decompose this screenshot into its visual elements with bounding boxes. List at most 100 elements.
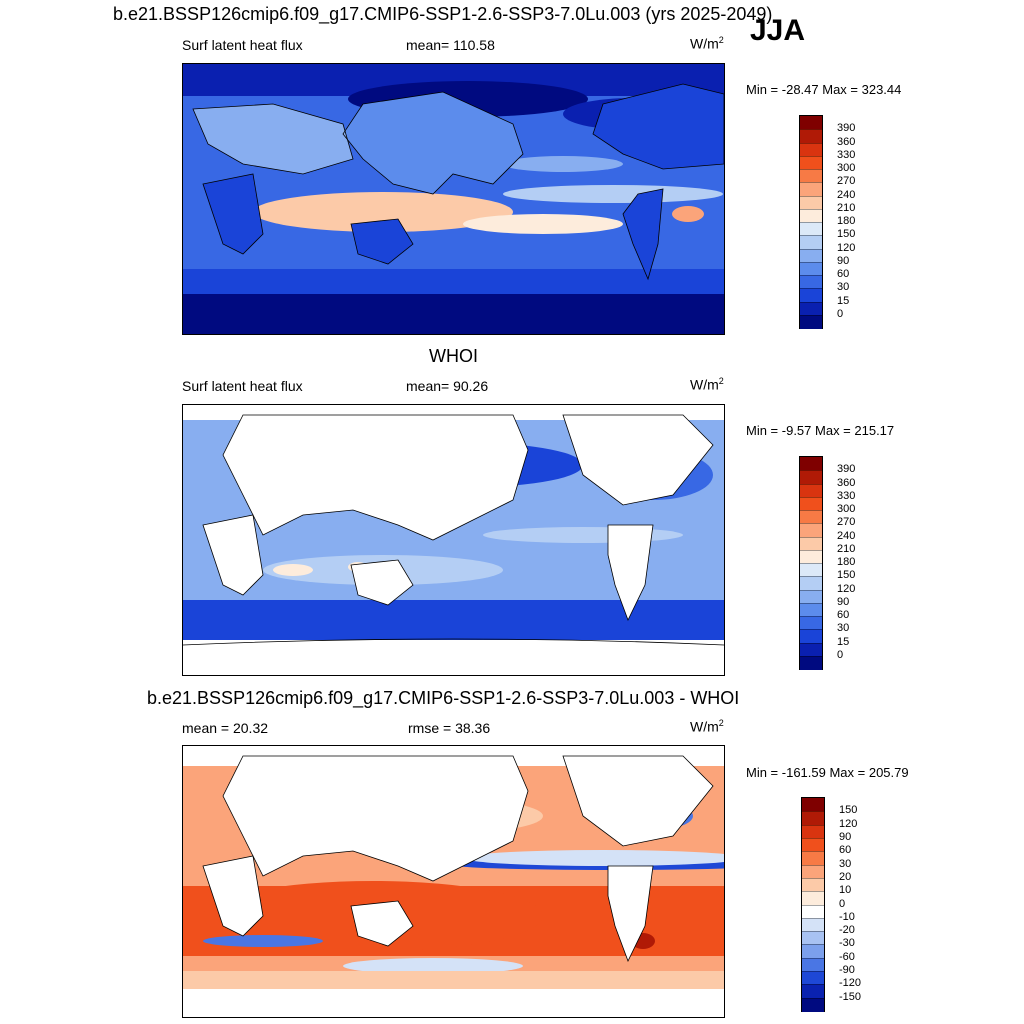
- colorbar-swatch: [800, 142, 822, 157]
- colorbar-boundary: [802, 877, 824, 879]
- colorbar-boundary: [800, 655, 822, 657]
- map-model-graphic: [183, 64, 724, 334]
- colorbar-boundary: [802, 931, 824, 933]
- panel-units: W/m2: [690, 376, 724, 393]
- colorbar-boundary: [800, 142, 822, 144]
- colorbar-swatch: [800, 195, 822, 210]
- season-label: JJA: [750, 14, 806, 47]
- colorbar-swatch: [800, 589, 822, 604]
- colorbar-label: 15: [837, 635, 850, 648]
- colorbar-swatch: [802, 984, 824, 999]
- colorbar-swatch: [800, 616, 822, 630]
- colorbar-label: 330: [837, 489, 856, 502]
- colorbar-swatch: [802, 904, 824, 919]
- colorbar-label: 360: [837, 135, 856, 148]
- colorbar-swatch: [800, 576, 822, 590]
- colorbar-boundary: [800, 470, 822, 472]
- colorbar-boundary: [802, 891, 824, 893]
- colorbar-swatch: [800, 314, 822, 329]
- colorbar-label: -20: [839, 924, 855, 937]
- colorbar-label: -30: [839, 937, 855, 950]
- colorbar-boundary: [800, 275, 822, 276]
- colorbar-boundary: [800, 288, 822, 290]
- colorbar-boundary: [800, 155, 822, 157]
- colorbar-swatch: [802, 851, 824, 866]
- colorbar-label: 150: [837, 569, 856, 582]
- colorbar-model: 390 360 330 300 270 240 210 180 150 120 90 60 30 15 0: [799, 115, 855, 329]
- colorbar-boundary: [802, 917, 824, 919]
- panel-header: WHOI: [429, 346, 478, 366]
- colorbar-swatch: [802, 798, 824, 812]
- colorbar-boundary: [800, 222, 822, 223]
- colorbar-swatch: [800, 470, 822, 484]
- colorbar-swatch: [800, 129, 822, 143]
- colorbar-swatch: [800, 116, 822, 130]
- panel-mean: mean = 20.32: [182, 720, 269, 736]
- colorbar-swatch: [800, 602, 822, 617]
- colorbar-swatch: [800, 261, 822, 276]
- colorbar-boundary: [800, 629, 822, 631]
- colorbar-swatch: [800, 235, 822, 249]
- colorbar-label: 120: [839, 817, 858, 830]
- colorbar-swatch: [800, 275, 822, 289]
- colorbar-boundary: [800, 129, 822, 131]
- colorbar-swatch: [802, 971, 824, 985]
- colorbar-swatch: [802, 917, 824, 932]
- colorbar-swatch: [800, 288, 822, 302]
- colorbar-label: 20: [839, 870, 852, 883]
- map-model: [182, 63, 725, 335]
- panel-variable: Surf latent heat flux: [182, 37, 303, 53]
- colorbar-label: 15: [837, 294, 850, 307]
- colorbar-label: 390: [837, 122, 856, 135]
- colorbar-label: 240: [837, 188, 856, 201]
- colorbar-boundary: [800, 182, 822, 184]
- colorbar-label: 270: [837, 516, 856, 529]
- panel-mean: mean= 110.58: [406, 37, 495, 53]
- colorbar-boundary: [800, 549, 822, 551]
- colorbar-label: 360: [837, 476, 856, 489]
- colorbar-swatch: [802, 811, 824, 826]
- panel-rmse: rmse = 38.36: [408, 720, 491, 736]
- colorbar-boundary: [800, 208, 822, 210]
- colorbar-label: 210: [837, 201, 856, 214]
- figure-title: b.e21.BSSP126cmip6.f09_g17.CMIP6-SSP1-2.…: [113, 4, 773, 24]
- colorbar-diff: 150 120 90 60 30 20 10 0 -10 -20 -30 -60 -90 -120 -150: [801, 797, 861, 1012]
- colorbar-swatch: [800, 523, 822, 537]
- colorbar-label: -60: [839, 950, 855, 963]
- colorbar-label: 60: [839, 844, 852, 857]
- colorbar-boundary: [800, 314, 822, 316]
- colorbar-boundary: [802, 811, 824, 813]
- colorbar-label: 150: [837, 228, 856, 241]
- colorbar-boundary: [800, 523, 822, 525]
- map-obs: [182, 404, 725, 676]
- colorbar-label: 90: [837, 254, 850, 267]
- colorbar-swatch: [802, 931, 824, 945]
- colorbar-label: 120: [837, 582, 856, 595]
- colorbar-swatch: [800, 563, 822, 577]
- colorbar-swatch: [800, 155, 822, 170]
- colorbar-label: 180: [837, 556, 856, 568]
- colorbar-boundary: [800, 261, 822, 263]
- colorbar-label: 90: [837, 595, 850, 608]
- panel-minmax: Min = -28.47 Max = 323.44: [746, 82, 902, 97]
- colorbar-swatch: [800, 483, 822, 498]
- colorbar-swatch: [800, 248, 822, 263]
- colorbar-boundary: [802, 837, 824, 839]
- colorbar-boundary: [800, 301, 822, 303]
- colorbar-swatch: [802, 864, 824, 879]
- colorbar-swatch: [802, 837, 824, 852]
- colorbar-swatch: [802, 997, 824, 1012]
- panel-minmax: Min = -9.57 Max = 215.17: [746, 423, 895, 438]
- colorbar-swatch: [800, 496, 822, 511]
- colorbar-boundary: [802, 971, 824, 973]
- colorbar-label: -150: [839, 990, 862, 1003]
- map-diff: [182, 745, 725, 1018]
- colorbar-boundary: [802, 851, 824, 853]
- colorbar-boundary: [802, 904, 824, 906]
- colorbar-boundary: [800, 536, 822, 538]
- panel-units: W/m2: [690, 718, 724, 735]
- colorbar-label: 0: [837, 307, 844, 320]
- colorbar-label: 0: [837, 648, 844, 661]
- colorbar-boundary: [800, 589, 822, 591]
- panel-mean: mean= 90.26: [406, 378, 489, 394]
